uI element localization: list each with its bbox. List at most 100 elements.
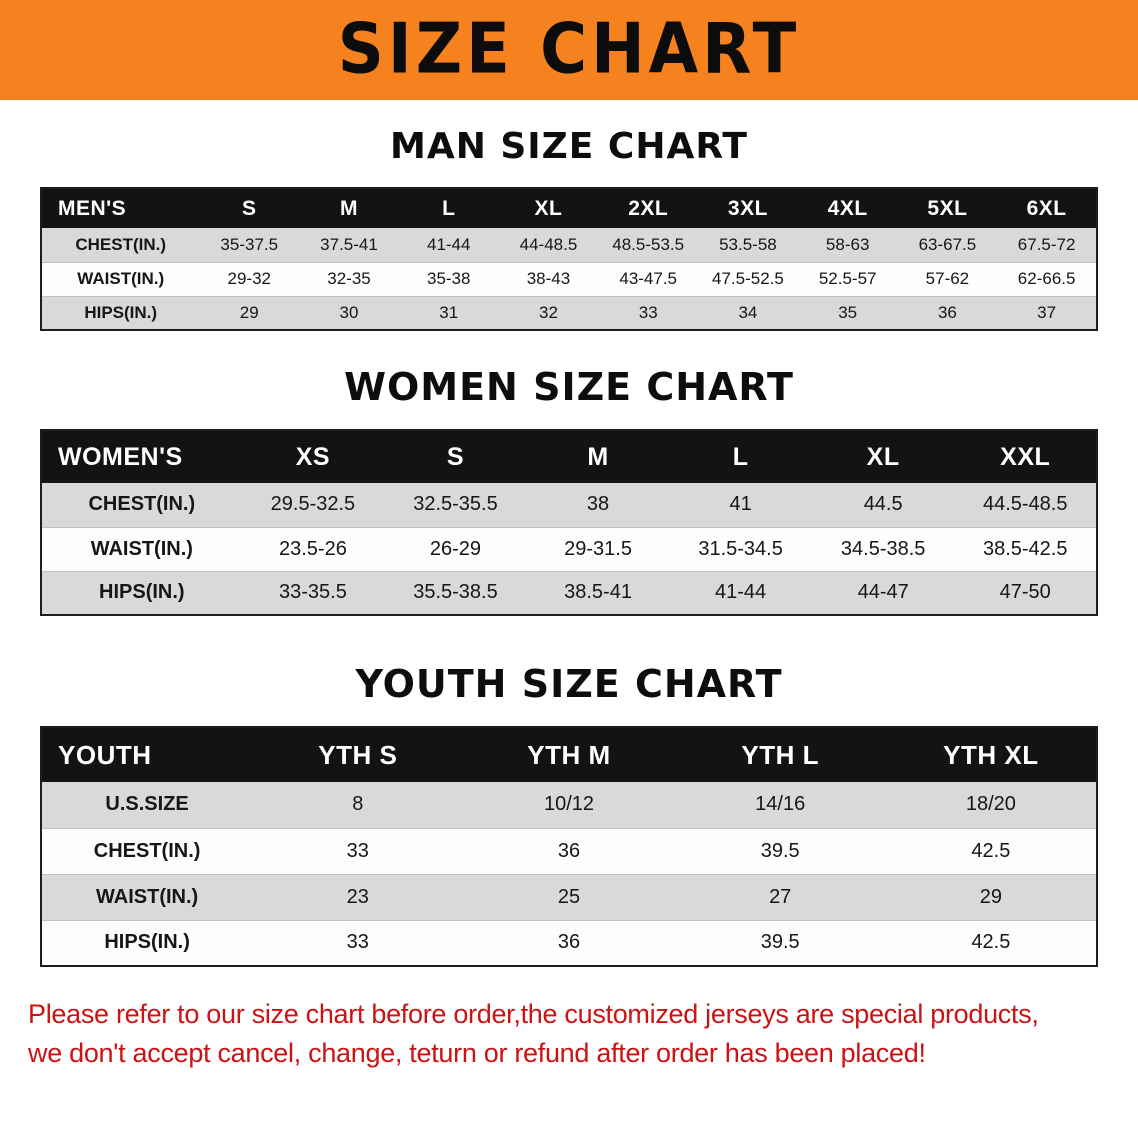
table-corner-header: WOMEN'S: [41, 430, 242, 483]
size-column-header: L: [398, 188, 499, 228]
table-header-row: MEN'S S M L XL 2XL 3XL 4XL 5XL 6XL: [41, 188, 1097, 228]
row-label: WAIST(IN.): [77, 269, 165, 288]
size-value-cell: 53.5-58: [719, 234, 777, 254]
size-value-cell: 37: [1037, 302, 1057, 322]
size-value-cell: 44.5: [863, 493, 903, 516]
size-value-cell: 34.5-38.5: [840, 537, 926, 560]
table-row: CHEST(IN.) 29.5-32.5 32.5-35.5 38 41 44.5 44.5…: [41, 483, 1097, 527]
size-value-cell: 33: [638, 302, 658, 322]
youth-size-chart-heading: YOUTH SIZE CHART: [355, 662, 783, 706]
size-value-cell: 63-67.5: [918, 234, 977, 254]
man-size-chart-heading: MAN SIZE CHART: [390, 126, 748, 167]
size-column-header: XXL: [954, 430, 1097, 483]
size-value-cell: 10/12: [543, 793, 595, 816]
size-value-cell: 38.5-42.5: [982, 537, 1068, 560]
size-column-header: XL: [498, 188, 599, 228]
disclaimer-text: Please refer to our size chart before or…: [28, 995, 1110, 1073]
size-value-cell: 33: [346, 839, 369, 862]
row-label: WAIST(IN.): [95, 885, 199, 908]
women-size-chart-heading: WOMEN SIZE CHART: [344, 365, 794, 409]
size-column-header: YTH M: [463, 727, 675, 782]
size-value-cell: 44-48.5: [519, 234, 578, 254]
size-value-cell: 23.5-26: [278, 537, 347, 560]
size-value-cell: 33-35.5: [278, 581, 347, 604]
row-label: HIPS(IN.): [99, 581, 185, 604]
size-value-cell: 35: [838, 302, 858, 322]
size-value-cell: 27: [769, 885, 792, 908]
size-value-cell: 35-38: [426, 269, 471, 288]
table-row: WAIST(IN.) 29-32 32-35 35-38 38-43 43-47.5 47.…: [41, 262, 1097, 296]
table-row: HIPS(IN.) 29 30 31 32 33 34 35 36 37: [41, 296, 1097, 330]
table-corner-header: MEN'S: [41, 188, 200, 228]
size-column-header: YTH L: [674, 727, 886, 782]
size-column-header: 2XL: [598, 188, 699, 228]
disclaimer-line-2: we don't accept cancel, change, teturn o…: [28, 1038, 926, 1069]
size-value-cell: 41-44: [426, 234, 471, 254]
size-value-cell: 29-31.5: [564, 537, 632, 560]
size-value-cell: 33: [346, 931, 369, 954]
size-column-header: S: [384, 430, 527, 483]
size-column-header: YTH XL: [885, 727, 1097, 782]
size-column-header: L: [669, 430, 812, 483]
size-value-cell: 35-37.5: [220, 234, 279, 254]
size-value-cell: 48.5-53.5: [612, 234, 685, 254]
size-value-cell: 43-47.5: [619, 269, 678, 288]
size-column-header: 3XL: [698, 188, 798, 228]
row-label: HIPS(IN.): [84, 302, 158, 322]
table-row: WAIST(IN.) 23.5-26 26-29 29-31.5 31.5-34.5 34…: [41, 527, 1097, 571]
size-value-cell: 18/20: [965, 793, 1016, 816]
size-value-cell: 39.5: [760, 839, 800, 862]
table-header-row: WOMEN'S XS S M L XL XXL: [41, 430, 1097, 483]
size-value-cell: 14/16: [755, 793, 806, 816]
size-value-cell: 34: [738, 302, 758, 322]
table-row: HIPS(IN.) 33 36 39.5 42.5: [41, 920, 1097, 966]
row-label: CHEST(IN.): [88, 493, 196, 516]
size-column-header: 5XL: [897, 188, 998, 228]
size-value-cell: 29: [239, 302, 259, 322]
size-value-cell: 44-47: [857, 581, 909, 604]
size-column-header: S: [199, 188, 300, 228]
size-value-cell: 23: [346, 885, 369, 908]
size-value-cell: 37.5-41: [320, 234, 378, 254]
row-label: CHEST(IN.): [75, 234, 167, 254]
size-chart-title: SIZE CHART: [337, 10, 801, 90]
size-column-header: 6XL: [997, 188, 1097, 228]
size-value-cell: 42.5: [971, 931, 1011, 954]
table-header-row: YOUTH YTH S YTH M YTH L YTH XL: [41, 727, 1097, 782]
row-label: WAIST(IN.): [90, 537, 193, 560]
size-value-cell: 8: [352, 793, 364, 816]
table-row: WAIST(IN.) 23 25 27 29: [41, 874, 1097, 920]
table-row: CHEST(IN.) 35-37.5 37.5-41 41-44 44-48.5 48.5…: [41, 228, 1097, 262]
size-column-header: YTH S: [252, 727, 464, 782]
size-value-cell: 42.5: [971, 839, 1011, 862]
size-value-cell: 67.5-72: [1017, 234, 1076, 254]
youth-size-chart-section: YOUTH SIZE CHART YOUTH YTH S YTH M YTH L YTH…: [0, 662, 1138, 967]
size-column-header: 4XL: [797, 188, 898, 228]
man-size-chart-section: MAN SIZE CHART MEN'S S M L XL 2XL 3XL 4XL 5XL 6XL…: [0, 126, 1138, 331]
size-value-cell: 58-63: [825, 234, 870, 254]
size-value-cell: 39.5: [760, 931, 800, 954]
size-value-cell: 31: [439, 302, 459, 322]
size-value-cell: 35.5-38.5: [413, 581, 498, 604]
women-size-chart-section: WOMEN SIZE CHART WOMEN'S XS S M L XL XXL CHEST(…: [0, 365, 1138, 616]
women-size-table: WOMEN'S XS S M L XL XXL CHEST(IN.) 29.5-32.5 32.5…: [40, 429, 1098, 616]
size-chart-banner: SIZE CHART: [0, 0, 1138, 100]
size-value-cell: 30: [339, 302, 359, 322]
table-row: CHEST(IN.) 33 36 39.5 42.5: [41, 828, 1097, 874]
size-value-cell: 26-29: [429, 537, 482, 560]
size-value-cell: 36: [557, 931, 581, 954]
size-value-cell: 29.5-32.5: [270, 493, 356, 516]
size-column-header: M: [526, 430, 670, 483]
size-value-cell: 47.5-52.5: [712, 269, 784, 288]
size-value-cell: 38-43: [526, 269, 571, 288]
size-value-cell: 38: [586, 493, 610, 516]
row-label: HIPS(IN.): [104, 931, 190, 954]
size-value-cell: 29-32: [227, 269, 271, 288]
size-value-cell: 25: [557, 885, 581, 908]
size-value-cell: 44.5-48.5: [982, 493, 1068, 516]
size-column-header: XS: [241, 430, 385, 483]
size-value-cell: 31.5-34.5: [698, 537, 783, 560]
size-value-cell: 41: [729, 493, 752, 516]
size-value-cell: 32-35: [327, 269, 371, 288]
size-value-cell: 62-66.5: [1017, 269, 1076, 288]
